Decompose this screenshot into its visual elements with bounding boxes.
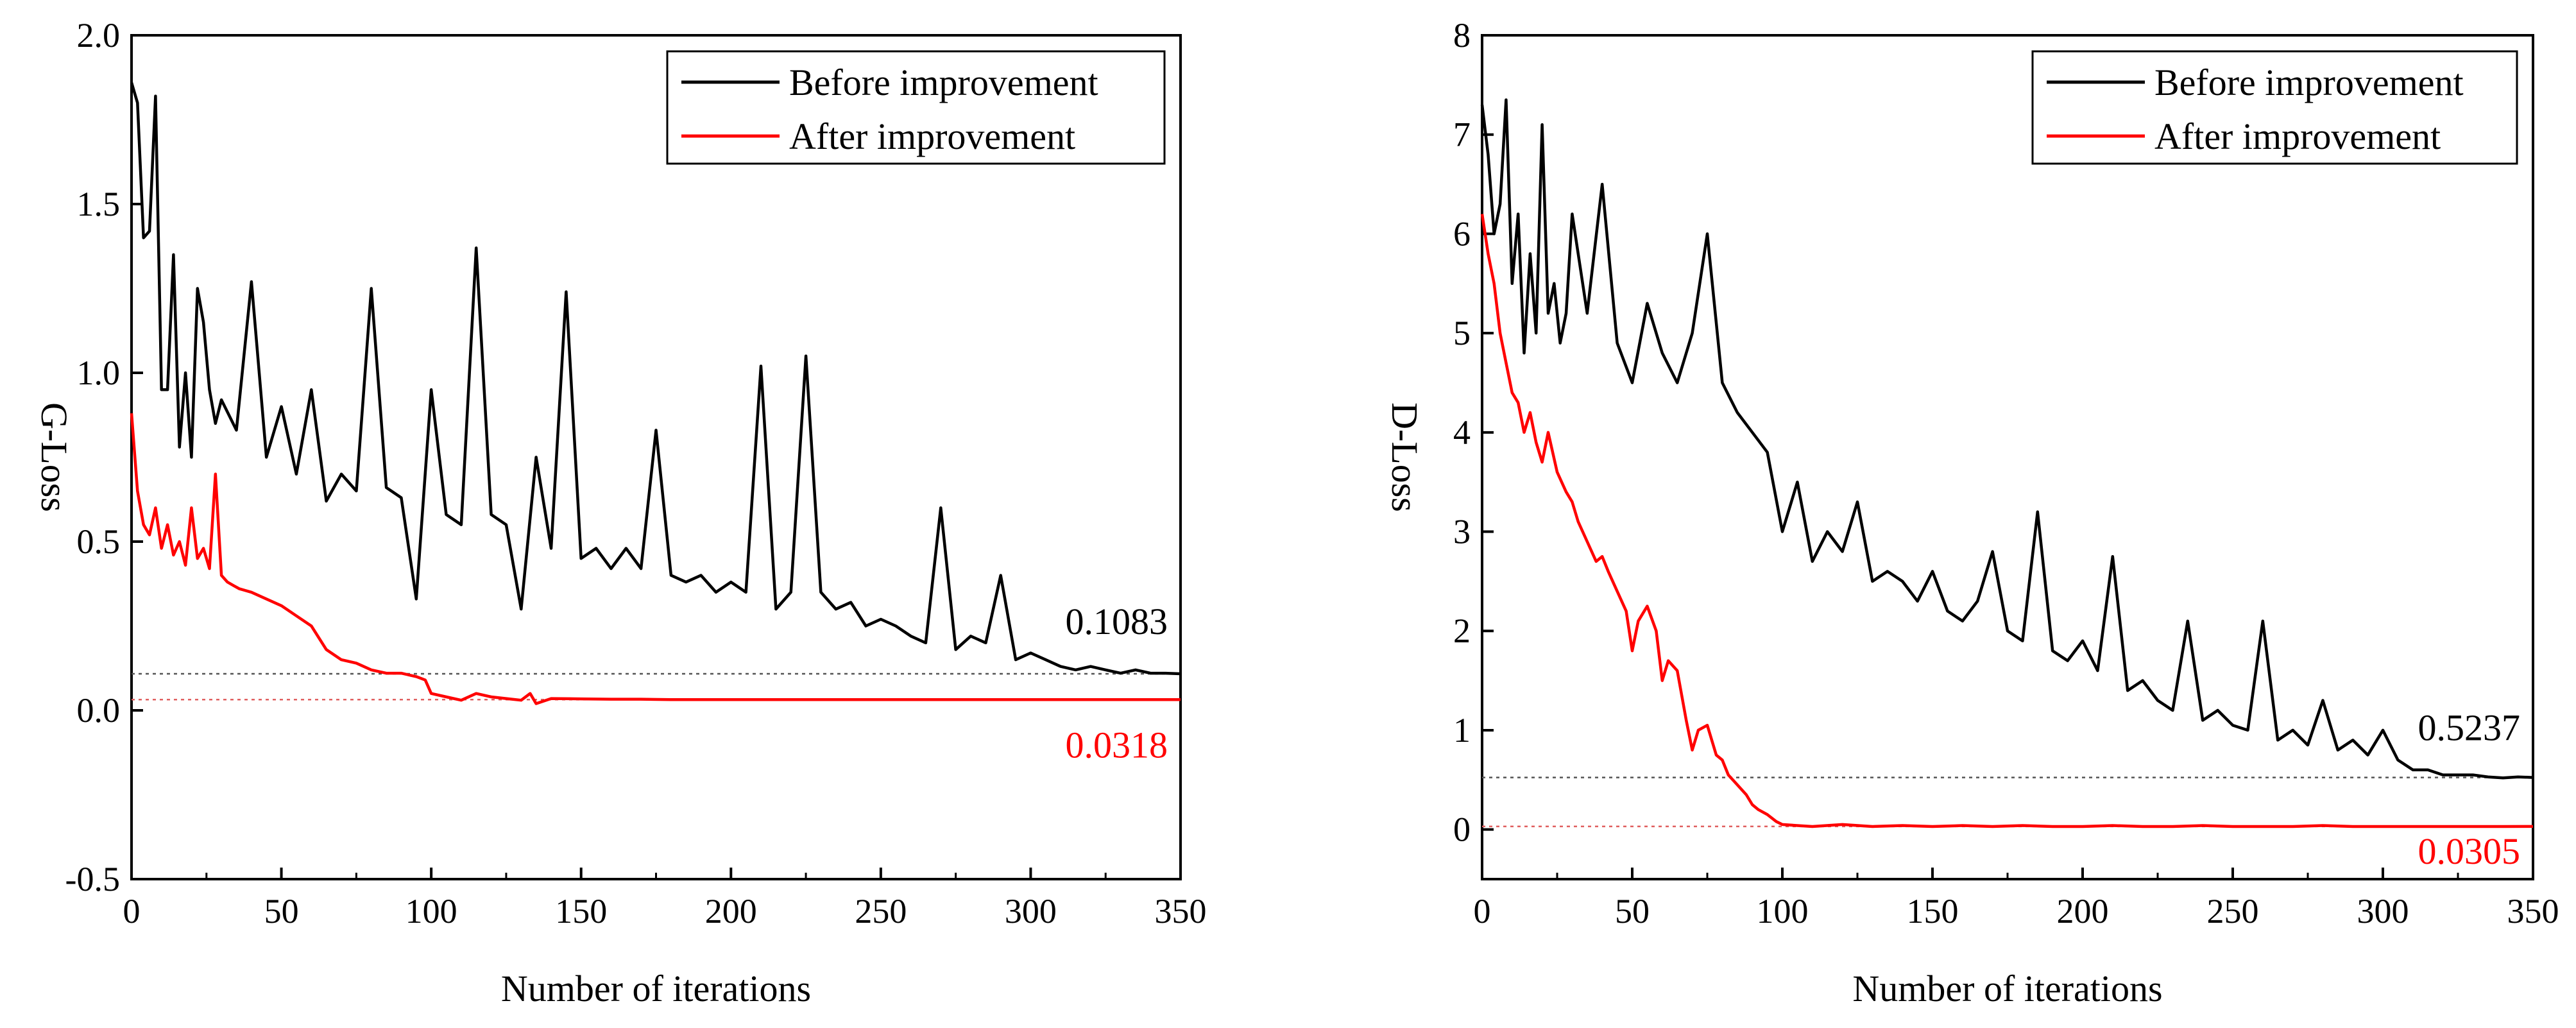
y-tick-label: -0.5 (65, 860, 120, 898)
x-tick-label: 100 (405, 892, 457, 930)
x-tick-label: 50 (1615, 892, 1650, 930)
y-tick-label: 7 (1453, 116, 1471, 154)
value-label-before: 0.5237 (2418, 707, 2521, 749)
value-label-before: 0.1083 (1066, 601, 1168, 642)
value-label-after: 0.0318 (1066, 724, 1168, 766)
y-tick-label: 5 (1453, 314, 1471, 352)
series-line-after (1480, 214, 2534, 828)
y-axis-title: D-Loss (1384, 402, 1426, 512)
x-tick-label: 350 (2507, 892, 2559, 930)
y-tick-label: 0.5 (77, 522, 121, 561)
x-tick-label: 350 (1155, 892, 1207, 930)
x-axis-title: Number of iterations (501, 968, 811, 1009)
y-tick-label: 1.5 (77, 185, 121, 223)
x-tick-label: 200 (705, 892, 757, 930)
y-tick-label: 1.0 (77, 354, 121, 392)
y-tick-label: 8 (1453, 16, 1471, 55)
x-tick-label: 300 (1005, 892, 1057, 930)
x-tick-label: 200 (2057, 892, 2109, 930)
legend: Before improvement After improvement (666, 50, 1166, 165)
chart-g-loss: 0 50 100 150 200 250 300 350 -0.5 0.0 0.5 1.0 1.5 2.0… (33, 16, 1207, 1009)
y-tick-label: 2.0 (77, 16, 121, 55)
legend-label-before: Before improvement (789, 62, 1098, 103)
x-tick-label: 150 (1907, 892, 1959, 930)
legend-box (2031, 50, 2518, 165)
x-axis-title: Number of iterations (1852, 968, 2162, 1009)
series-line-before (130, 81, 1181, 676)
y-tick-label: 6 (1453, 214, 1471, 253)
x-tick-label: 100 (1757, 892, 1809, 930)
x-tick-label: 0 (123, 892, 141, 930)
y-tick-label: 4 (1453, 413, 1471, 452)
x-tick-label: 250 (855, 892, 907, 930)
legend-label-before: Before improvement (2154, 62, 2464, 103)
y-tick-label: 2 (1453, 612, 1471, 650)
chart-d-loss: 0 50 100 150 200 250 300 350 0 1 2 3 4 5 6 7 8 Number of … (1384, 16, 2559, 1009)
x-tick-label: 150 (555, 892, 607, 930)
series-line-before (1480, 98, 2534, 780)
y-tick-label: 0.0 (77, 691, 121, 730)
legend: Before improvement After improvement (2031, 50, 2518, 165)
x-tick-label: 0 (1474, 892, 1491, 930)
x-tick-label: 300 (2357, 892, 2409, 930)
x-tick-label: 50 (264, 892, 299, 930)
y-tick-label: 0 (1453, 810, 1471, 849)
legend-box (666, 50, 1166, 165)
legend-label-after: After improvement (2154, 116, 2441, 157)
y-tick-label: 1 (1453, 711, 1471, 750)
y-axis-title: G-Loss (33, 402, 75, 512)
series-line-after (130, 413, 1181, 705)
legend-label-after: After improvement (789, 116, 1075, 157)
x-tick-label: 250 (2207, 892, 2259, 930)
y-tick-label: 3 (1453, 513, 1471, 551)
value-label-after: 0.0305 (2418, 830, 2521, 872)
